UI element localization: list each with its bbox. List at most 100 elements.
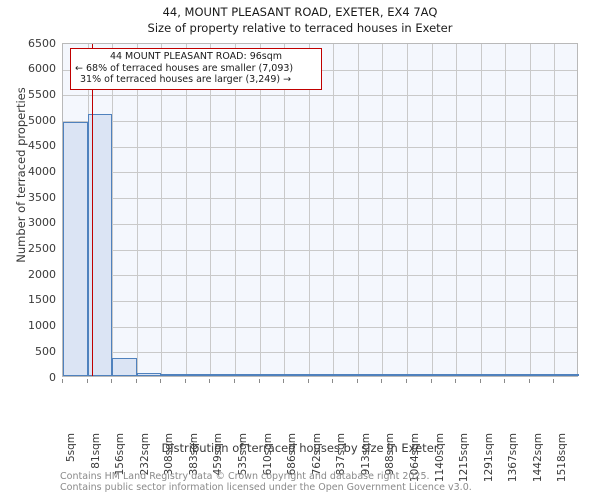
y-axis-tick-label: 4000	[28, 164, 56, 178]
grid-line-vertical	[357, 44, 359, 376]
y-axis-tick-label: 4500	[28, 139, 56, 153]
grid-line-horizontal	[63, 249, 577, 251]
histogram-bar	[382, 374, 407, 376]
x-axis-title: Distribution of terraced houses by size …	[161, 441, 439, 455]
chart-title-block: 44, MOUNT PLEASANT ROAD, EXETER, EX4 7AQ…	[0, 4, 600, 36]
x-axis-tick-mark	[332, 379, 334, 383]
histogram-bar	[112, 358, 137, 376]
grid-line-vertical	[259, 44, 261, 376]
grid-line-vertical	[235, 44, 236, 376]
x-axis-tick-mark	[528, 379, 530, 383]
y-axis-tick-label: 5000	[28, 113, 56, 127]
x-axis-tick-mark	[430, 379, 432, 383]
grid-line-horizontal	[63, 198, 577, 200]
grid-line-vertical	[407, 44, 408, 376]
x-axis-tick-mark	[209, 379, 211, 383]
x-axis-tick-mark	[62, 379, 63, 383]
x-axis-tick-labels: 5sqm 81sqm 156sqm 232sqm 308sqm 383sqm 459sqm 5…	[62, 379, 578, 482]
grid-line-vertical	[284, 44, 286, 376]
x-axis-tick-mark	[504, 379, 506, 383]
histogram-bar	[480, 374, 506, 376]
x-axis-tick-mark	[553, 379, 555, 383]
x-axis-tick-mark	[184, 379, 186, 383]
y-axis-tick-label: 6500	[28, 36, 56, 50]
histogram-bar	[505, 374, 530, 376]
histogram-bar	[87, 113, 113, 376]
grid-line-horizontal	[63, 172, 577, 174]
y-axis-tick-label: 6000	[28, 62, 56, 76]
grid-line-horizontal	[63, 223, 577, 225]
x-axis-tick-mark	[86, 379, 88, 383]
x-axis-tick-mark	[356, 379, 358, 383]
y-axis-tick-label: 500	[35, 344, 56, 358]
y-axis-tick-label: 2500	[28, 242, 56, 256]
plot-area	[62, 43, 579, 377]
histogram-bar	[529, 374, 555, 376]
histogram-bar	[235, 374, 260, 376]
histogram-bar	[259, 374, 285, 376]
histogram-bar	[431, 374, 457, 376]
grid-line-vertical	[480, 44, 482, 376]
annotation-property-size: 44 MOUNT PLEASANT ROAD: 96sqm	[109, 51, 283, 62]
grid-line-vertical	[136, 44, 138, 376]
histogram-bar	[333, 374, 358, 376]
y-axis-tick-label: 1000	[28, 319, 56, 333]
grid-line-vertical	[308, 44, 310, 376]
y-axis-tick-labels: 0 500 1000 1500 2000 2500 3000 3500 4000 4500 5000…	[0, 38, 56, 383]
grid-line-vertical	[161, 44, 163, 376]
grid-line-vertical	[382, 44, 384, 376]
y-axis-tick-label: 5500	[28, 87, 56, 101]
grid-line-vertical	[554, 44, 556, 376]
x-axis-tick-mark	[234, 379, 235, 383]
histogram-bar	[554, 374, 579, 376]
histogram-bar	[136, 373, 162, 376]
histogram-bar	[210, 374, 235, 376]
grid-line-vertical	[185, 44, 187, 376]
grid-line-vertical	[529, 44, 531, 376]
histogram-bar	[308, 374, 334, 376]
x-axis-tick-mark	[283, 379, 285, 383]
grid-line-vertical	[112, 44, 114, 376]
x-axis-tick-mark	[111, 379, 113, 383]
chart-subtitle: Size of property relative to terraced ho…	[147, 21, 453, 35]
bars-layer	[63, 44, 579, 376]
grid-line-horizontal	[63, 95, 577, 97]
annotation-smaller-share: ← 68% of terraced houses are smaller (7,…	[75, 62, 294, 74]
y-axis-tick-label: 0	[49, 370, 56, 384]
x-axis-tick-mark	[381, 379, 383, 383]
grid-line-vertical	[456, 44, 458, 376]
y-axis-tick-label: 2000	[28, 267, 56, 281]
grid-line-horizontal	[63, 326, 577, 328]
footer-attribution: Contains HM Land Registry data © Crown c…	[60, 471, 580, 493]
property-annotation-box: 44 MOUNT PLEASANT ROAD: 96sqm ← 68% of t…	[70, 48, 322, 90]
property-size-marker-line	[92, 44, 94, 376]
histogram-bar	[284, 374, 309, 376]
y-axis-tick-label: 1500	[28, 293, 56, 307]
histogram-bar	[161, 374, 186, 376]
x-axis-tick-mark	[307, 379, 309, 383]
grid-line-horizontal	[63, 300, 577, 302]
grid-line-horizontal	[63, 352, 577, 354]
grid-line-horizontal	[63, 275, 577, 277]
histogram-bar	[407, 374, 432, 376]
footer-line-2: Contains public sector information licen…	[60, 482, 472, 493]
grid-line-horizontal	[63, 146, 577, 148]
y-axis-tick-label: 3000	[28, 216, 56, 230]
x-axis-tick-mark	[406, 379, 407, 383]
x-axis-tick-mark	[479, 379, 481, 383]
histogram-bar	[185, 374, 211, 376]
x-axis-tick-mark	[258, 379, 260, 383]
x-axis-tick-mark	[160, 379, 162, 383]
grid-line-vertical	[210, 44, 212, 376]
grid-line-vertical	[505, 44, 507, 376]
x-axis-tick-mark	[455, 379, 457, 383]
footer-line-1: Contains HM Land Registry data © Crown c…	[60, 471, 430, 482]
grid-line-vertical	[333, 44, 335, 376]
grid-line-horizontal	[63, 121, 577, 123]
y-axis-title: Number of terraced properties	[14, 87, 28, 263]
page-title: 44, MOUNT PLEASANT ROAD, EXETER, EX4 7AQ	[162, 5, 438, 19]
annotation-larger-share: 31% of terraced houses are larger (3,249…	[80, 74, 292, 85]
histogram-bar	[63, 121, 88, 376]
y-axis-tick-label: 3500	[28, 190, 56, 204]
